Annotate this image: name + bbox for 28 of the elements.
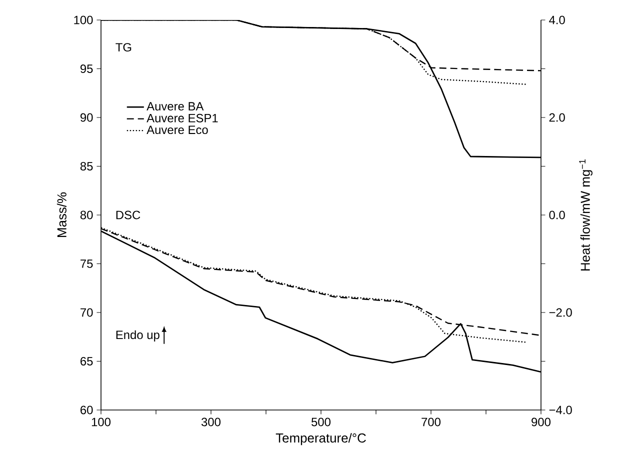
y-tick-label: 65 [80,357,93,366]
legend-label: Auvere BA [146,102,204,111]
y2-tick-label: 2.0 [549,113,565,122]
y-tick-label: 80 [80,210,93,220]
y-tick-label: 85 [80,162,93,170]
annotation: DSC [116,210,140,220]
y2-tick-label: 4.0 [549,16,565,24]
y-tick-label: 100 [74,16,93,24]
y-tick-label: 70 [80,308,93,317]
y-tick-label: 60 [80,406,93,414]
y-tick-label: 90 [80,113,93,122]
annotation: TG [116,43,132,52]
y2-axis-title: Heat flow/mW mg$^{−1}$ [579,159,592,270]
x-tick-label: 300 [201,418,221,426]
x-tick-label: 500 [312,418,331,426]
y2-tick-label: 0.0 [549,210,565,220]
x-axis-title: Temperature/°C [276,433,366,446]
x-tick-label: 700 [422,418,441,426]
y-axis-title: Mass/% [56,192,66,237]
y-tick-label: 95 [80,64,93,73]
x-tick-label: 100 [92,418,111,426]
legend-label: Auvere ESP1 [146,114,218,122]
y2-tick-label: −2.0 [549,308,572,317]
y2-tick-label: −4.0 [549,406,572,414]
legend-label: Auvere Eco [146,126,208,134]
x-tick-label: 900 [532,418,550,426]
y-tick-label: 75 [80,260,93,268]
annotation: Endo up [116,330,160,342]
